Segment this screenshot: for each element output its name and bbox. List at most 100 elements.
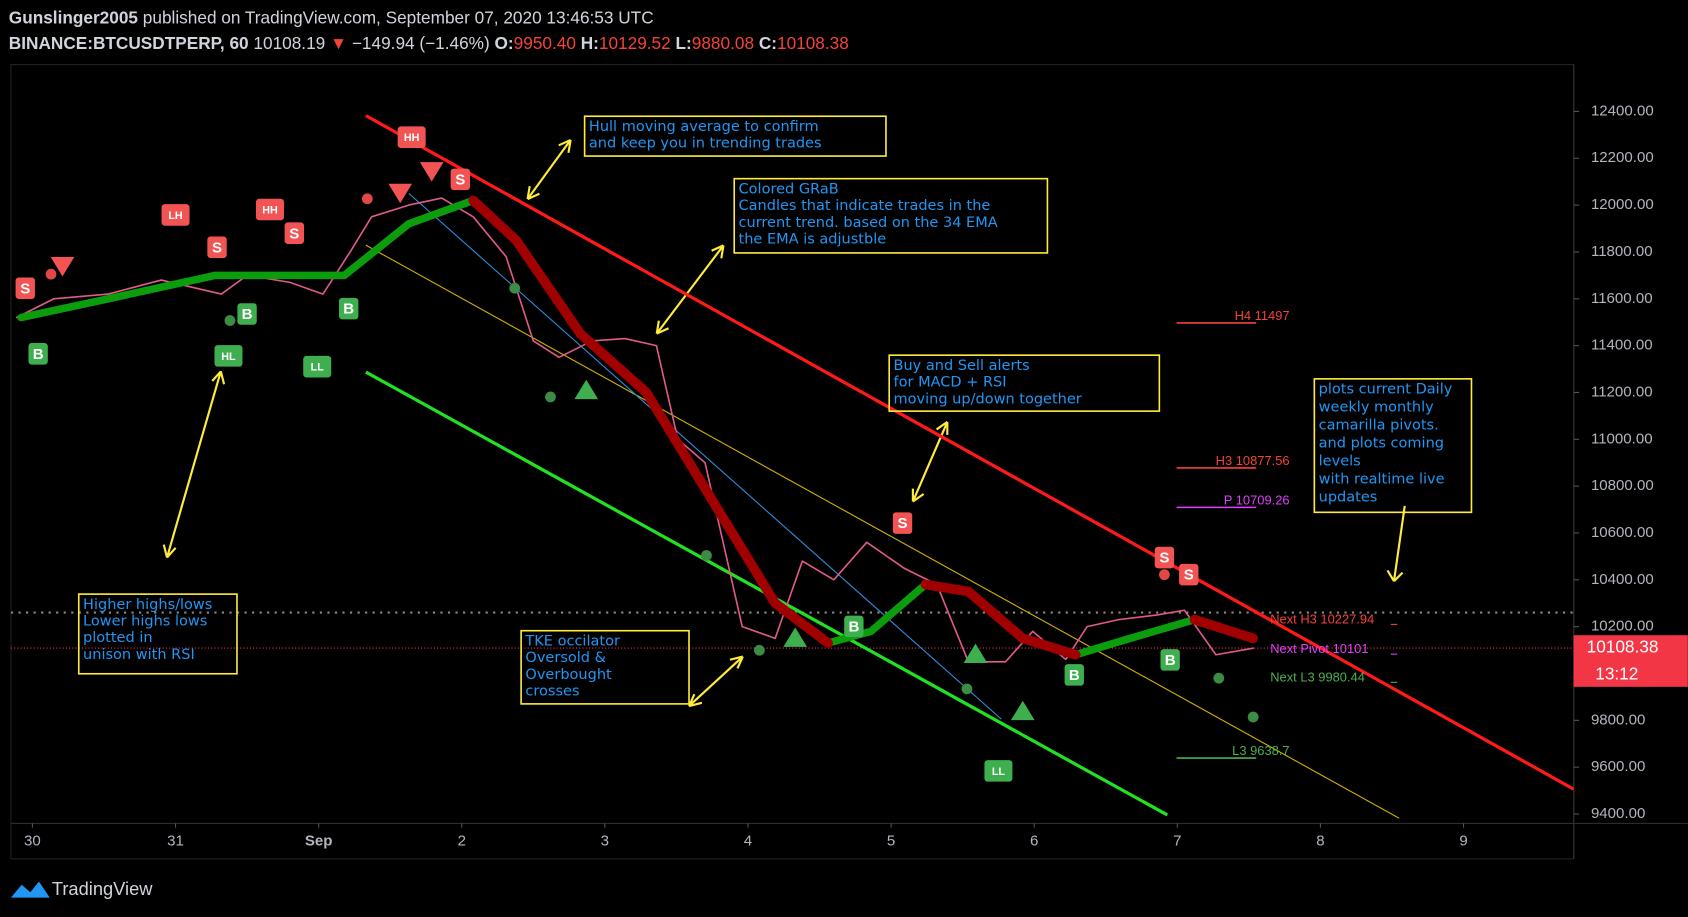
- signal-label: S: [212, 239, 222, 256]
- series-line: [1071, 615, 1199, 659]
- signal-label: S: [289, 225, 299, 242]
- signal-label-box: [28, 343, 48, 365]
- series-line: [17, 196, 477, 322]
- x-tick-label: 8: [1316, 833, 1324, 850]
- pivot-label: Next H3 10227.94: [1270, 612, 1374, 627]
- signal-label: LL: [311, 362, 325, 374]
- x-tick-label: 31: [167, 833, 184, 850]
- series-line: [920, 579, 1081, 660]
- last-price-box: [1573, 635, 1688, 687]
- symbol: BINANCE:BTCUSDTPERP, 60: [9, 33, 249, 53]
- pivot-label: H4 11497: [1235, 308, 1290, 323]
- signal-label: S: [455, 171, 465, 188]
- signal-triangle: [50, 256, 75, 277]
- ohlc-value: 10108.38: [777, 33, 849, 53]
- pivot-label: Next L3 9980.44: [1270, 669, 1365, 684]
- signal-dot: [754, 644, 765, 656]
- signal-label-box: [339, 297, 359, 320]
- x-tick-label: 9: [1459, 833, 1467, 850]
- ohlc-label: O:: [495, 33, 514, 53]
- series-line: [1189, 614, 1258, 644]
- annotation-text: for MACD + RSI: [894, 375, 1007, 391]
- signal-label: B: [242, 306, 253, 323]
- arrow: [526, 138, 572, 201]
- last-price-label: 10108.38: [1587, 637, 1659, 657]
- signal-label: S: [1159, 550, 1169, 567]
- x-tick-label: Sep: [305, 833, 333, 850]
- signal-dot: [961, 683, 973, 695]
- x-tick-label: 4: [744, 833, 752, 850]
- x-tick-label: 2: [458, 833, 466, 850]
- y-tick-label: 9600.00: [1591, 758, 1645, 775]
- countdown: 13:12: [1595, 664, 1638, 684]
- signal-label-box: [15, 277, 35, 299]
- signal-dot: [1159, 569, 1170, 581]
- pivot-label: L3 9638.7: [1232, 743, 1289, 758]
- pivot-label: P 10709.26: [1224, 492, 1290, 507]
- signal-triangle: [388, 183, 413, 204]
- trend-line: [365, 244, 1400, 819]
- signal-dot: [361, 193, 373, 205]
- ohlc-label: C:: [759, 33, 777, 53]
- ohlc-label: L:: [676, 33, 692, 53]
- y-tick-label: 11800.00: [1591, 243, 1653, 260]
- x-tick-label: 30: [24, 833, 41, 850]
- signal-label-box: [214, 345, 243, 367]
- annotation-box: [1313, 378, 1473, 514]
- signal-dot: [509, 282, 521, 294]
- signal-label-box: [207, 236, 227, 259]
- y-tick-label: 10800.00: [1591, 477, 1654, 494]
- signal-label: B: [1165, 652, 1176, 669]
- y-tick-label: 9400.00: [1591, 805, 1645, 822]
- footer-logo: TradingView: [10, 878, 153, 899]
- ohlc: O:9950.40 H:10129.52 L:9880.08 C:10108.3…: [495, 33, 849, 53]
- annotation-text: moving up/down together: [894, 391, 1082, 407]
- annotation-box: [733, 177, 1049, 254]
- y-tick-label: 9800.00: [1591, 711, 1645, 728]
- y-tick-label: 11600.00: [1591, 290, 1653, 307]
- signal-label-box: [984, 760, 1013, 782]
- signal-label: LL: [992, 766, 1006, 778]
- signal-label: S: [1184, 567, 1194, 584]
- signal-label-box: [303, 355, 332, 378]
- arrow: [1386, 505, 1406, 582]
- trend-line: [365, 114, 1574, 791]
- header-line: Gunslinger2005 published on TradingView.…: [9, 7, 654, 27]
- annotation-text: Oversold &: [525, 650, 606, 666]
- change: −149.94 (−1.46%): [352, 33, 490, 53]
- signal-dot: [545, 391, 556, 403]
- signal-label-box: [1160, 649, 1180, 671]
- annotation-text: camarilla pivots.: [1319, 418, 1439, 434]
- x-tick-label: 7: [1173, 833, 1181, 850]
- signal-label: LH: [168, 210, 183, 222]
- signal-label-box: [255, 198, 284, 221]
- signal-triangle: [419, 162, 444, 182]
- y-tick-label: 12400.00: [1591, 102, 1654, 119]
- signal-label: HL: [221, 351, 236, 363]
- chart-pane: [10, 64, 1575, 860]
- signal-label-box: [892, 512, 913, 534]
- y-tick-label: 12200.00: [1591, 149, 1654, 166]
- annotation-text: Colored GRaB: [739, 181, 839, 197]
- annotation-box: [77, 593, 238, 675]
- signal-label: HH: [404, 132, 420, 144]
- series-line: [468, 195, 833, 648]
- plot: H4 11497 H3 10877.56 P 10709.26 Next H3 102…: [10, 114, 1574, 819]
- signal-label: S: [898, 515, 908, 532]
- y-tick-label: 10400.00: [1591, 571, 1654, 588]
- ohlc-value: 9950.40: [514, 33, 576, 53]
- signal-label-box: [1064, 664, 1084, 686]
- signal-label: B: [1069, 667, 1080, 684]
- y-tick-label: 10600.00: [1591, 524, 1654, 541]
- annotation-text: unison with RSI: [83, 647, 195, 663]
- arrow: [162, 370, 226, 559]
- signal-dot: [45, 268, 57, 280]
- signal-label: B: [33, 346, 44, 363]
- arrow: [655, 244, 725, 335]
- arrow: [688, 655, 744, 708]
- signal-label: B: [343, 301, 354, 318]
- annotation-text: and plots coming: [1319, 436, 1444, 452]
- arrows: [162, 138, 1406, 708]
- signal-label-box: [284, 222, 304, 244]
